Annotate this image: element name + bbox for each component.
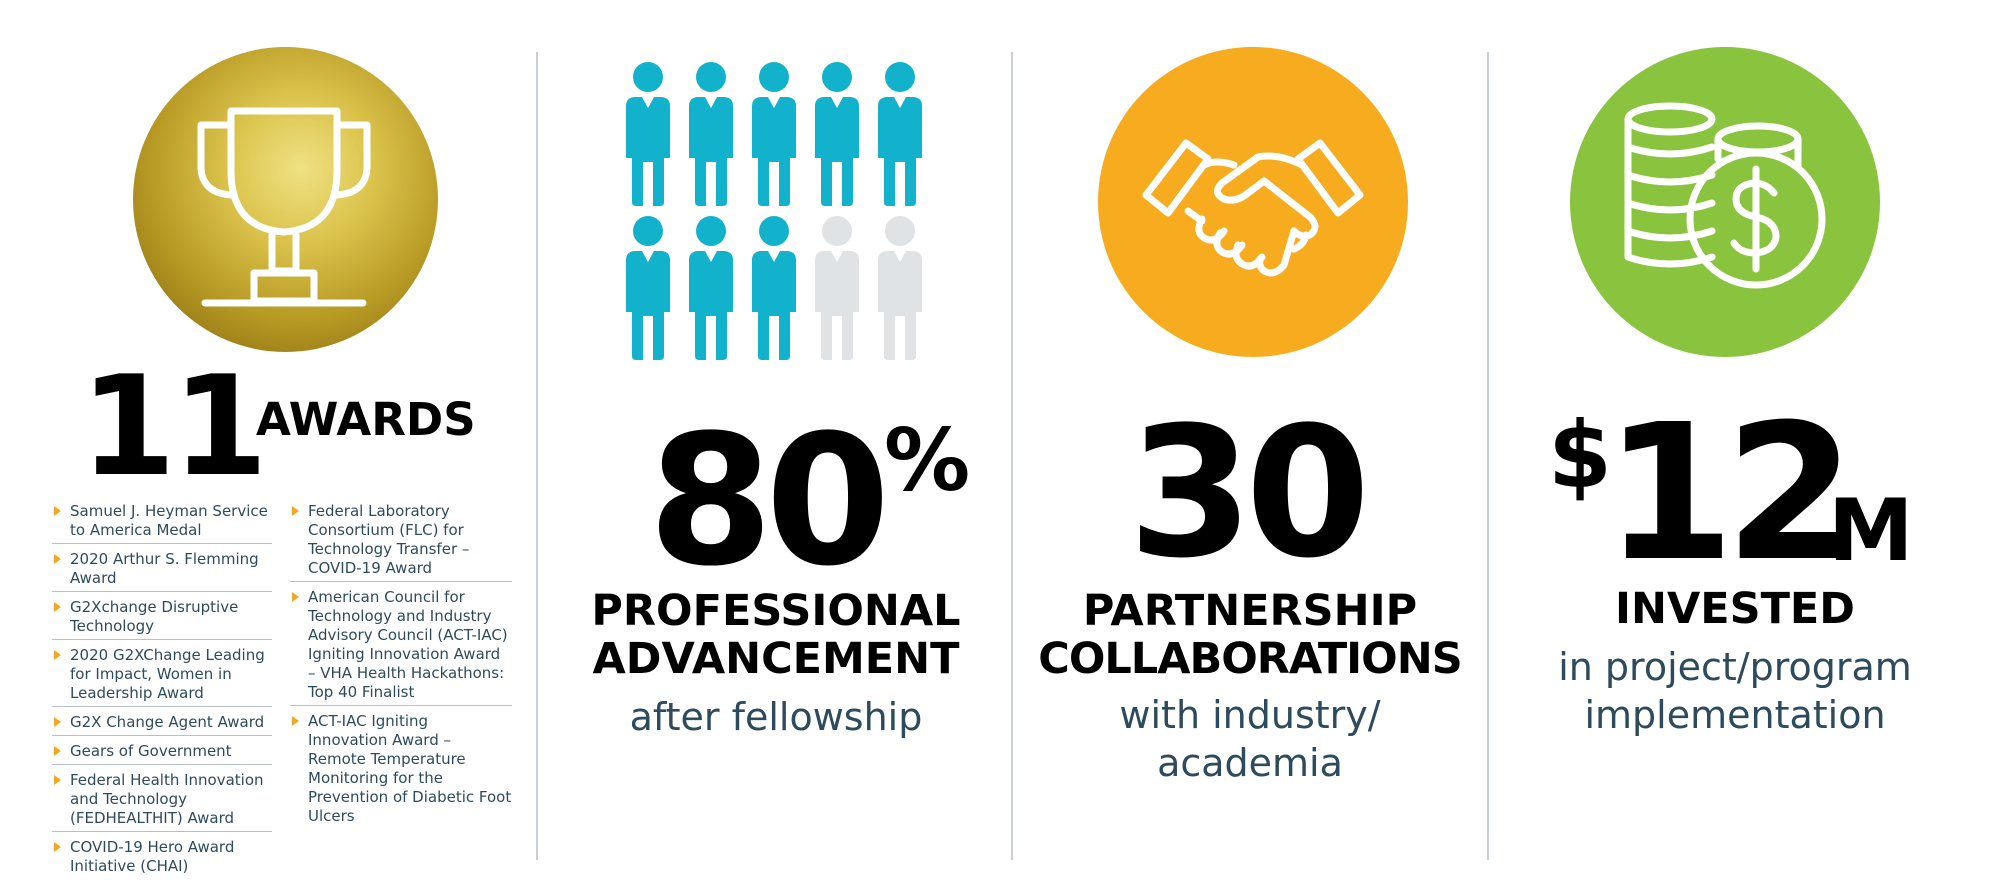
bullet-arrow-icon (292, 506, 299, 516)
person-filled-icon (815, 62, 859, 206)
partnerships-subtext-line2: academia (1157, 741, 1343, 785)
bullet-arrow-icon (54, 554, 61, 564)
investment-unit: M (1828, 481, 1914, 581)
trophy-badge (133, 47, 438, 352)
partnerships-caption-line1: PARTNERSHIP (1082, 586, 1418, 636)
coins-dollar-icon (1624, 102, 1826, 289)
investment-subtext-line1: in project/program (1558, 645, 1912, 689)
people-icon (620, 62, 940, 362)
bullet-arrow-icon (54, 506, 61, 516)
person-filled-icon (689, 216, 733, 360)
list-item: 2020 G2XChange Leading for Impact, Women… (52, 644, 272, 707)
bullet-arrow-icon (54, 746, 61, 756)
advancement-caption-line1: PROFESSIONAL (591, 586, 961, 636)
bullet-arrow-icon (54, 842, 61, 852)
awards-number: 11 (80, 346, 268, 507)
list-item: ACT-IAC Igniting Innovation Award – Remo… (290, 710, 512, 829)
bullet-arrow-icon (54, 602, 61, 612)
advancement-unit: % (884, 411, 971, 511)
person-empty-icon (878, 216, 922, 360)
person-empty-icon (815, 216, 859, 360)
bullet-arrow-icon (54, 650, 61, 660)
bullet-arrow-icon (292, 716, 299, 726)
awards-label: AWARDS (256, 393, 476, 446)
list-item: Federal Health Innovation and Technology… (52, 769, 272, 832)
list-item: Gears of Government (52, 740, 272, 765)
list-item: Federal Laboratory Consortium (FLC) for … (290, 500, 512, 582)
handshake-icon (1142, 139, 1364, 277)
partnerships-caption-line2: COLLABORATIONS (1038, 634, 1462, 684)
list-item: Samuel J. Heyman Service to America Meda… (52, 500, 272, 544)
awards-list-2: Federal Laboratory Consortium (FLC) for … (290, 500, 512, 833)
investment-caption: INVESTED (1614, 584, 1855, 634)
person-filled-icon (752, 62, 796, 206)
person-filled-icon (689, 62, 733, 206)
awards-list-1: Samuel J. Heyman Service to America Meda… (52, 500, 272, 883)
person-filled-icon (878, 62, 922, 206)
person-filled-icon (626, 216, 670, 360)
advancement-caption-line2: ADVANCEMENT (592, 634, 960, 684)
column-divider-3 (1487, 52, 1489, 860)
investment-subtext-line2: implementation (1584, 693, 1886, 737)
investment-currency: $ (1548, 402, 1613, 509)
list-item: 2020 Arthur S. Flemming Award (52, 548, 272, 592)
person-filled-icon (626, 62, 670, 206)
list-item: G2X Change Agent Award (52, 711, 272, 736)
bullet-arrow-icon (54, 775, 61, 785)
column-divider-2 (1011, 52, 1013, 860)
partnerships-subtext-line1: with industry/ (1119, 693, 1381, 737)
list-item: COVID-19 Hero Award Initiative (CHAI) (52, 836, 272, 879)
list-item: G2Xchange Disruptive Technology (52, 596, 272, 640)
column-divider-1 (536, 52, 538, 860)
list-item: American Council for Technology and Indu… (290, 586, 512, 706)
advancement-subtext: after fellowship (629, 695, 923, 739)
handshake-badge (1098, 47, 1408, 357)
bullet-arrow-icon (292, 592, 299, 602)
partnerships-number: 30 (1128, 389, 1370, 598)
investment-number: 12 (1604, 384, 1856, 603)
coins-badge (1570, 47, 1880, 357)
person-filled-icon (752, 216, 796, 360)
trophy-icon (197, 107, 371, 307)
advancement-number: 80 (648, 397, 890, 606)
bullet-arrow-icon (54, 717, 61, 727)
